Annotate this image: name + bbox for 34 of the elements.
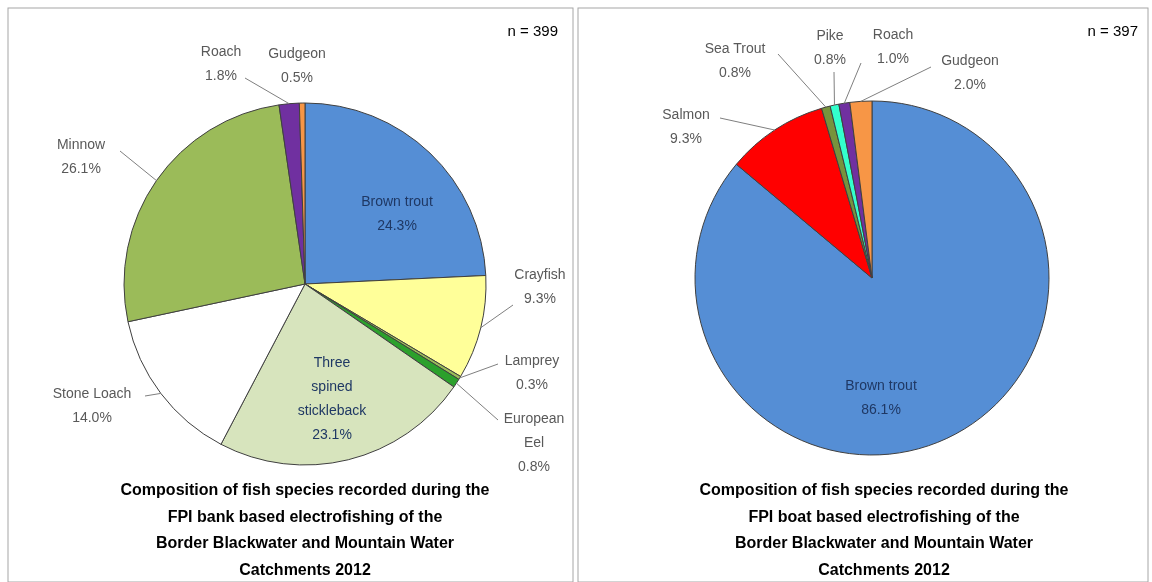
data-label: 26.1% <box>61 160 101 176</box>
data-label: 0.3% <box>516 376 548 392</box>
text: n = 399 <box>507 22 558 39</box>
data-label: 24.3% <box>377 217 417 233</box>
data-label: 1.8% <box>205 67 237 83</box>
data-label: 0.8% <box>814 51 846 67</box>
data-label: 0.5% <box>281 69 313 85</box>
data-label: 0.8% <box>719 64 751 80</box>
data-label: 1.0% <box>877 50 909 66</box>
data-label: 14.0% <box>72 409 112 425</box>
slice-label: Gudgeon <box>268 45 326 61</box>
text: Composition of fish species recorded during the FPI bank based electrofishing of the Border Blackwater and Mountain Water Catchments 2012 <box>120 481 490 578</box>
slice-label: Crayfish <box>514 266 566 282</box>
slice-label: European Eel <box>503 410 565 450</box>
data-label: 9.3% <box>670 130 702 146</box>
slice-label: Minnow <box>56 136 107 152</box>
slice-label: Pike <box>816 27 844 43</box>
data-label: 23.1% <box>312 426 352 442</box>
data-label: 9.3% <box>524 290 556 306</box>
text: Composition of fish species recorded during the FPI boat based electrofishing of the Border Blackwater and Mountain Water Catchments 2012 <box>699 481 1069 578</box>
slice-label: Stone Loach <box>52 385 132 401</box>
data-label: 2.0% <box>954 76 986 92</box>
slice-label: Gudgeon <box>941 52 999 68</box>
data-label: 0.8% <box>518 458 550 474</box>
slice-label: Roach <box>200 43 242 59</box>
slice-label: Sea Trout <box>704 40 766 56</box>
text: n = 397 <box>1087 22 1138 39</box>
slice-label: Salmon <box>662 106 710 122</box>
slice-label: Roach <box>872 26 914 42</box>
slice-label: Three spined stickleback <box>297 354 368 418</box>
data-label: 86.1% <box>861 401 901 417</box>
slice-label: Brown trout <box>845 377 917 393</box>
slice-label: Brown trout <box>361 193 433 209</box>
slice-label: Lamprey <box>504 352 560 368</box>
